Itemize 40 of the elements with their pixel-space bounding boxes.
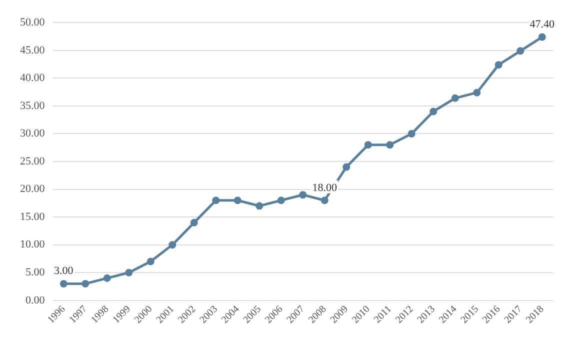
x-tick-label: 2011 xyxy=(372,304,394,326)
point xyxy=(60,280,68,288)
y-tick-label: 15.00 xyxy=(20,210,46,223)
y-tick-label: 50.00 xyxy=(20,16,46,28)
point xyxy=(364,141,372,149)
y-tick-label: 40.00 xyxy=(20,72,46,84)
point xyxy=(146,258,154,266)
point xyxy=(430,108,438,116)
point xyxy=(473,88,481,96)
y-tick-label: 10.00 xyxy=(20,238,46,251)
y-tick-label: 35.00 xyxy=(20,100,46,112)
point xyxy=(516,47,524,55)
point xyxy=(256,202,264,210)
point xyxy=(320,196,328,204)
point xyxy=(451,94,459,102)
y-tick-label: 30.00 xyxy=(20,128,46,140)
point xyxy=(234,196,242,204)
point xyxy=(538,33,546,41)
y-tick-label: 45.00 xyxy=(20,44,46,56)
point xyxy=(386,141,394,149)
point xyxy=(82,280,90,288)
data-label: 18.00 xyxy=(312,182,338,194)
point xyxy=(342,163,350,171)
data-label: 47.40 xyxy=(530,18,555,30)
point xyxy=(277,196,285,204)
point xyxy=(212,196,220,204)
point xyxy=(125,268,133,276)
y-tick-label: 5.00 xyxy=(26,266,46,278)
point xyxy=(299,191,307,199)
point xyxy=(168,241,176,249)
y-tick-label: 20.00 xyxy=(20,183,46,196)
point xyxy=(190,218,198,226)
point xyxy=(103,274,111,282)
x-tick-label: 1998 xyxy=(89,304,112,326)
point xyxy=(408,130,416,138)
x-tick-label: 1999 xyxy=(110,304,133,326)
data-label: 3.00 xyxy=(54,265,74,278)
y-tick-label: 0.00 xyxy=(26,294,46,306)
point xyxy=(494,61,502,69)
y-tick-label: 25.00 xyxy=(20,155,46,168)
